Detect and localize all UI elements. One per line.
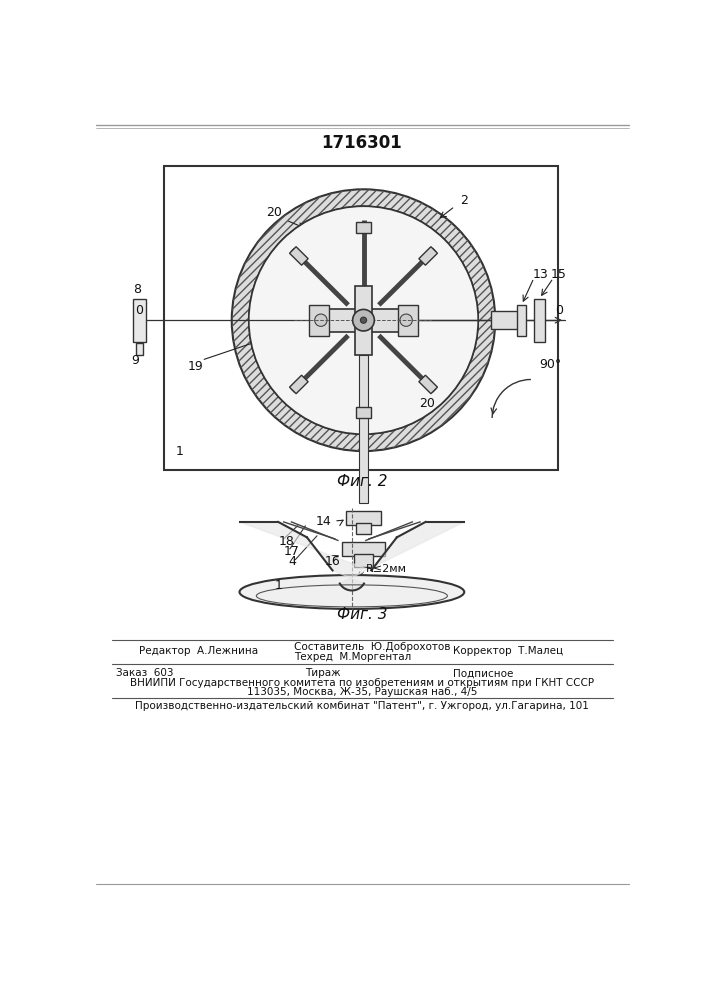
Bar [164,166,558,470]
Text: Составитель  Ю.Доброхотов: Составитель Ю.Доброхотов [293,642,450,652]
Text: Фиг. 2: Фиг. 2 [337,474,387,489]
Text: Заказ  603: Заказ 603 [115,668,173,678]
Text: 0: 0 [556,304,563,317]
Text: 18: 18 [279,535,294,548]
Text: 16: 16 [325,555,341,568]
Text: Техред  М.Моргентал: Техред М.Моргентал [293,652,411,662]
FancyBboxPatch shape [290,247,308,265]
Bar [356,523,371,534]
Text: 20: 20 [267,206,282,219]
Polygon shape [240,522,464,590]
Bar [356,222,371,233]
Text: 1: 1 [176,445,184,458]
FancyBboxPatch shape [290,375,308,394]
Text: 13: 13 [532,267,548,280]
Text: 8: 8 [134,283,141,296]
Text: 1716301: 1716301 [322,134,402,152]
Circle shape [249,206,478,434]
Bar [517,305,526,336]
Text: 1: 1 [274,579,282,592]
Text: Тираж: Тираж [305,668,341,678]
Text: 113035, Москва, Ж-35, Раушская наб., 4/5: 113035, Москва, Ж-35, Раушская наб., 4/5 [247,687,477,697]
Circle shape [249,206,478,434]
Text: Производственно-издательский комбинат "Патент", г. Ужгород, ул.Гагарина, 101: Производственно-издательский комбинат "П… [135,701,589,711]
Bar [355,286,372,355]
Bar [309,305,329,336]
Circle shape [315,314,327,326]
Bar [491,311,518,329]
Circle shape [232,189,495,451]
Text: 19: 19 [187,360,204,373]
Text: R≤2мм: R≤2мм [366,564,407,574]
Text: 17: 17 [284,545,300,558]
Bar [354,554,373,567]
Text: Корректор  Т.Малец: Корректор Т.Малец [452,646,563,656]
Circle shape [400,314,412,326]
Bar [359,355,368,503]
Bar [134,299,146,342]
Text: 9: 9 [131,354,139,367]
Text: 90°: 90° [539,358,561,371]
Text: Фиг. 3: Фиг. 3 [337,607,387,622]
Text: Редактор  А.Лежнина: Редактор А.Лежнина [139,646,258,656]
Text: 20: 20 [419,397,435,410]
Bar [313,309,414,332]
Text: ВНИИПИ Государственного комитета по изобретениям и открытиям при ГКНТ СССР: ВНИИПИ Государственного комитета по изоб… [130,678,594,688]
Text: 2: 2 [460,194,468,207]
Bar [346,511,380,525]
Circle shape [353,309,374,331]
Text: 15: 15 [551,267,567,280]
Bar [356,407,371,418]
Bar [341,542,385,556]
Bar [534,299,545,342]
Bar [398,305,418,336]
FancyBboxPatch shape [419,247,438,265]
FancyBboxPatch shape [419,375,438,394]
Text: 4: 4 [288,555,296,568]
Text: Подписное: Подписное [452,668,513,678]
Text: 14: 14 [315,515,331,528]
Bar [136,343,144,355]
Text: 0: 0 [135,304,143,317]
Circle shape [361,317,367,323]
Ellipse shape [240,575,464,609]
